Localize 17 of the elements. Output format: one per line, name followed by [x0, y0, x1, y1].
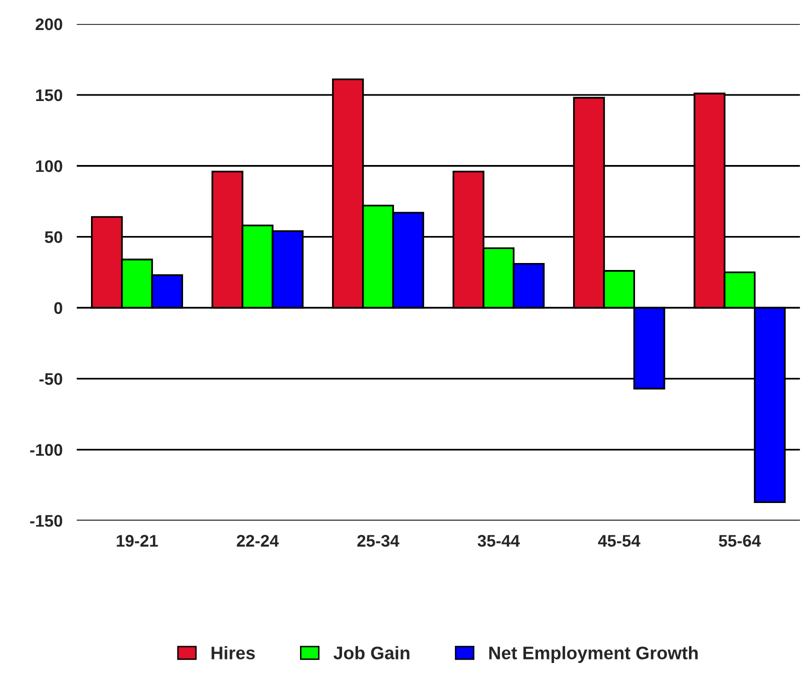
x-tick-label: 22-24 [236, 534, 279, 547]
y-tick-label: -150 [30, 515, 62, 527]
y-tick-label: -100 [30, 444, 62, 456]
legend-label: Job Gain [334, 646, 410, 660]
y-tick-label: 150 [36, 89, 62, 102]
x-tick-label: 25-34 [357, 534, 400, 547]
y-tick-label: 200 [36, 18, 62, 30]
x-tick-label: 35-44 [478, 534, 520, 547]
x-tick-label: 19-21 [116, 534, 158, 547]
y-tick-label: 50 [44, 231, 62, 244]
legend-label: Net Employment Growth [489, 646, 698, 663]
y-tick-label: 100 [36, 160, 62, 172]
x-tick-label: 55-64 [718, 534, 761, 547]
y-tick-label: 0 [54, 302, 62, 314]
x-tick-label: 45-54 [598, 535, 640, 547]
y-tick-label: -50 [39, 373, 62, 385]
legend-label: Hires [212, 646, 255, 660]
